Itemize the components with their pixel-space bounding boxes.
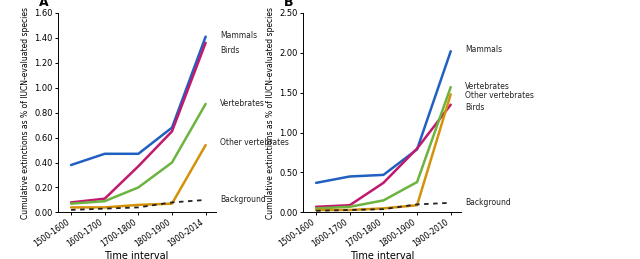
Text: Background: Background xyxy=(465,198,511,207)
Text: Birds: Birds xyxy=(220,46,239,55)
Text: Vertebrates: Vertebrates xyxy=(220,99,265,109)
Text: Mammals: Mammals xyxy=(220,31,257,40)
Text: Other vertebrates: Other vertebrates xyxy=(465,91,534,100)
Text: Mammals: Mammals xyxy=(465,45,502,54)
Text: A: A xyxy=(38,0,48,9)
X-axis label: Time interval: Time interval xyxy=(104,251,169,259)
Text: Vertebrates: Vertebrates xyxy=(465,82,510,91)
Text: B: B xyxy=(284,0,293,9)
Y-axis label: Cumulative extinctions as % of IUCN-evaluated species: Cumulative extinctions as % of IUCN-eval… xyxy=(21,7,30,219)
Text: Background: Background xyxy=(220,196,266,204)
Text: Birds: Birds xyxy=(465,103,484,112)
Text: Other vertebrates: Other vertebrates xyxy=(220,138,289,147)
X-axis label: Time interval: Time interval xyxy=(349,251,414,259)
Y-axis label: Cumulative extinctions as % of IUCN-evaluated species: Cumulative extinctions as % of IUCN-eval… xyxy=(266,7,275,219)
